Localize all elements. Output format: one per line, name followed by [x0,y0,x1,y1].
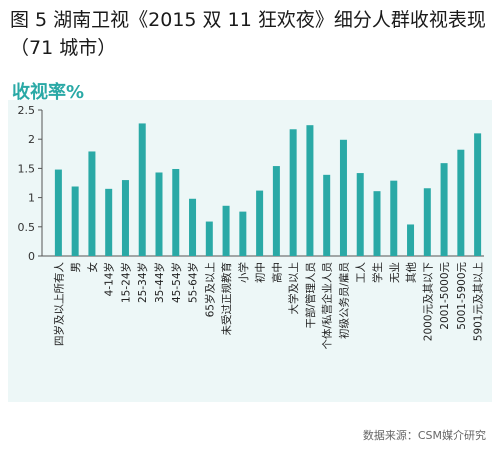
y-tick-label: 2 [28,133,35,146]
bar [440,163,448,256]
y-axis-label: 收视率% [12,82,85,103]
x-tick-label: 四岁及以上所有人 [52,262,65,346]
bar [138,123,146,256]
data-source: 数据来源：CSM媒介研究 [362,429,486,442]
x-tick-label: 初级公务员/雇员 [337,262,350,339]
x-tick-label: 学生 [371,262,384,283]
bar [407,224,415,256]
bar-chart: 0 0.5 1 1.5 2 2.5 四岁及以上所有人男女 4-14岁 15-24岁 25-34岁 3… [18,104,485,350]
bar [172,168,180,256]
bar [339,139,347,256]
bar [205,221,213,256]
y-tick-label: 1 [28,192,35,205]
bar [289,129,297,256]
x-tick-label: 45-54岁 [170,262,183,303]
x-tick-label: 35-44岁 [153,262,166,303]
bar [423,188,431,256]
bar [256,190,264,256]
x-tick-label: 5001-5900元 [456,262,468,330]
x-tick-label: 未受过正规教育 [220,262,233,336]
x-tick-label: 女 [86,262,99,273]
bar [272,166,280,256]
y-tick-label: 1.5 [18,162,36,175]
x-tick-label: 个体/私营企业人员 [321,262,334,350]
x-tick-label: 25-34岁 [136,262,149,303]
x-tick-label: 干部/管理人员 [304,262,317,329]
bar [474,133,482,256]
x-tick-label: 4-14岁 [103,262,116,296]
bar [390,180,398,256]
bar [356,173,364,256]
x-tick-label: 初中 [254,262,267,283]
bar [88,151,96,256]
x-tick-label: 2000元及其以下 [422,262,434,341]
y-tick-label: 0.5 [18,221,36,234]
bar [323,174,331,256]
chart-title: 图 5 湖南卫视《2015 双 11 狂欢夜》细分人群收视表现（71 城市） [10,9,486,59]
x-tick-label: 5901元及其以上 [473,262,485,341]
chart-area: 0 0.5 1 1.5 2 2.5 四岁及以上所有人男女 4-14岁 15-24岁 25-34岁 3… [8,100,492,402]
x-tick-label: 无业 [389,262,401,283]
x-tick-label: 小学 [237,262,250,283]
x-tick-label: 大学及以上 [287,262,300,315]
bar [239,211,247,256]
bar [306,125,314,257]
x-tick-label: 55-64岁 [187,262,200,303]
bar [105,188,113,256]
bar [71,186,79,256]
x-tick-label: 男 [70,262,82,273]
bar [457,149,465,256]
x-tick-label: 65岁及以上 [203,262,216,317]
bar [155,172,163,256]
bar [373,191,381,256]
x-tick-label: 高中 [270,262,283,283]
bar [121,180,129,256]
bar [222,205,230,256]
bar [189,198,197,256]
x-tick-label: 15-24岁 [119,262,132,303]
x-tick-label: 工人 [355,262,367,283]
bar [54,169,62,256]
x-tick-label: 2001-5000元 [439,262,451,330]
y-tick-label: 0 [28,250,35,263]
x-tick-label: 其他 [405,262,418,283]
y-tick-label: 2.5 [18,104,36,117]
